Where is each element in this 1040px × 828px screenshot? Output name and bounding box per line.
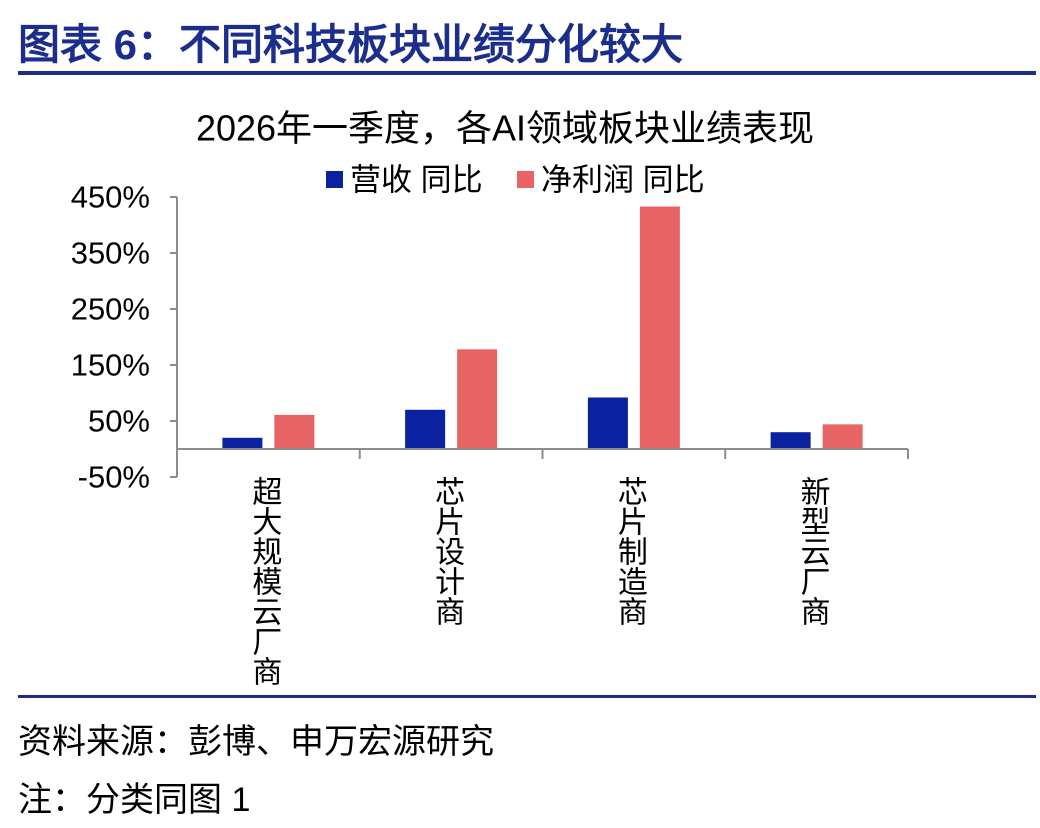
x-tick-label: 芯片设计商 [430,476,464,626]
net-profit-yoy-bar [274,414,315,449]
y-tick-label: 250% [71,292,150,327]
net-profit-yoy-bar [822,424,863,449]
footnote: 注：分类同图 1 [18,781,251,819]
legend-swatch-revenue-yoy [326,171,343,188]
axes [176,197,909,477]
y-tick-label: 450% [71,180,150,215]
header-divider [18,71,1036,75]
figure-title: 图表 6：不同科技板块业绩分化较大 [18,21,684,68]
legend: 营收 同比 净利润 同比 [326,163,705,198]
y-tick-label: -50% [78,460,150,495]
bars [222,206,863,449]
y-tick-label: 50% [88,404,150,439]
revenue-yoy-bar [405,409,446,449]
legend-item-revenue-yoy: 营收 同比 [326,163,483,198]
chart-title: 2026年一季度，各AI领域板块业绩表现 [196,108,814,149]
x-tick-label: 芯片制造商 [612,476,646,626]
net-profit-yoy-bar [639,206,680,449]
y-tick-label: 150% [71,348,150,383]
net-profit-yoy-bar [457,349,498,449]
y-axis-ticks: 450% 350% 250% 150% 50% -50% [71,180,177,495]
legend-swatch-net-profit-yoy [517,171,534,188]
x-tick-label: 超大规模云厂商 [247,476,281,686]
legend-item-net-profit-yoy: 净利润 同比 [517,163,705,198]
source-note: 资料来源：彭博、申万宏源研究 [18,723,494,761]
revenue-yoy-bar [770,432,811,449]
revenue-yoy-bar [222,437,263,449]
legend-label-net-profit-yoy: 净利润 同比 [541,163,705,198]
x-tick-label: 新型云厂商 [795,476,829,626]
legend-label-revenue-yoy: 营收 同比 [350,163,483,198]
y-tick-label: 350% [71,236,150,271]
footer-divider [18,695,1036,698]
revenue-yoy-bar [587,397,628,449]
